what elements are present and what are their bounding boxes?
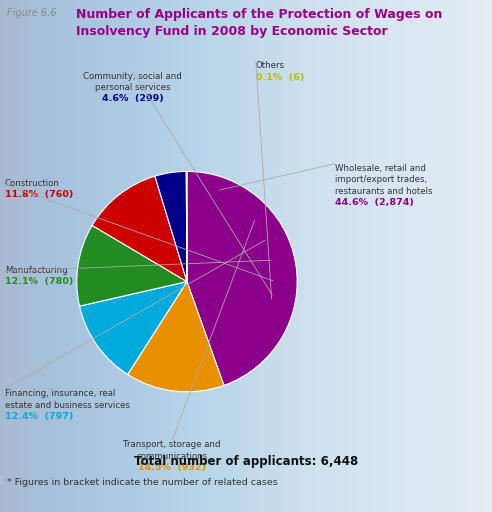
Text: 12.1%  (780): 12.1% (780) bbox=[5, 277, 73, 286]
Text: Wholesale, retail and
import/export trades,
restaurants and hotels: Wholesale, retail and import/export trad… bbox=[335, 164, 432, 196]
Text: Others: Others bbox=[256, 61, 285, 71]
Wedge shape bbox=[186, 172, 187, 282]
Wedge shape bbox=[80, 282, 187, 374]
Text: Figure 6.6: Figure 6.6 bbox=[7, 8, 57, 18]
Wedge shape bbox=[187, 172, 297, 386]
Text: Financing, insurance, real
estate and business services: Financing, insurance, real estate and bu… bbox=[5, 389, 130, 410]
Text: Construction: Construction bbox=[5, 179, 60, 188]
Text: Manufacturing: Manufacturing bbox=[5, 266, 67, 275]
Text: Transport, storage and
communications: Transport, storage and communications bbox=[123, 440, 221, 461]
Wedge shape bbox=[77, 225, 187, 306]
Text: 14.5%  (932): 14.5% (932) bbox=[138, 463, 206, 472]
Wedge shape bbox=[155, 172, 187, 282]
Text: 12.4%  (797): 12.4% (797) bbox=[5, 412, 73, 421]
Wedge shape bbox=[92, 176, 187, 282]
Wedge shape bbox=[127, 282, 224, 392]
Text: 44.6%  (2,874): 44.6% (2,874) bbox=[335, 198, 413, 207]
Text: Community, social and
personal services: Community, social and personal services bbox=[84, 72, 182, 92]
Text: Number of Applicants of the Protection of Wages on
Insolvency Fund in 2008 by Ec: Number of Applicants of the Protection o… bbox=[76, 8, 443, 38]
Text: 11.8%  (760): 11.8% (760) bbox=[5, 190, 73, 199]
Text: * Figures in bracket indicate the number of related cases: * Figures in bracket indicate the number… bbox=[7, 478, 278, 487]
Text: 0.1%  (6): 0.1% (6) bbox=[256, 73, 304, 82]
Text: 4.6%  (299): 4.6% (299) bbox=[102, 94, 164, 103]
Text: Total number of applicants: 6,448: Total number of applicants: 6,448 bbox=[134, 455, 358, 468]
